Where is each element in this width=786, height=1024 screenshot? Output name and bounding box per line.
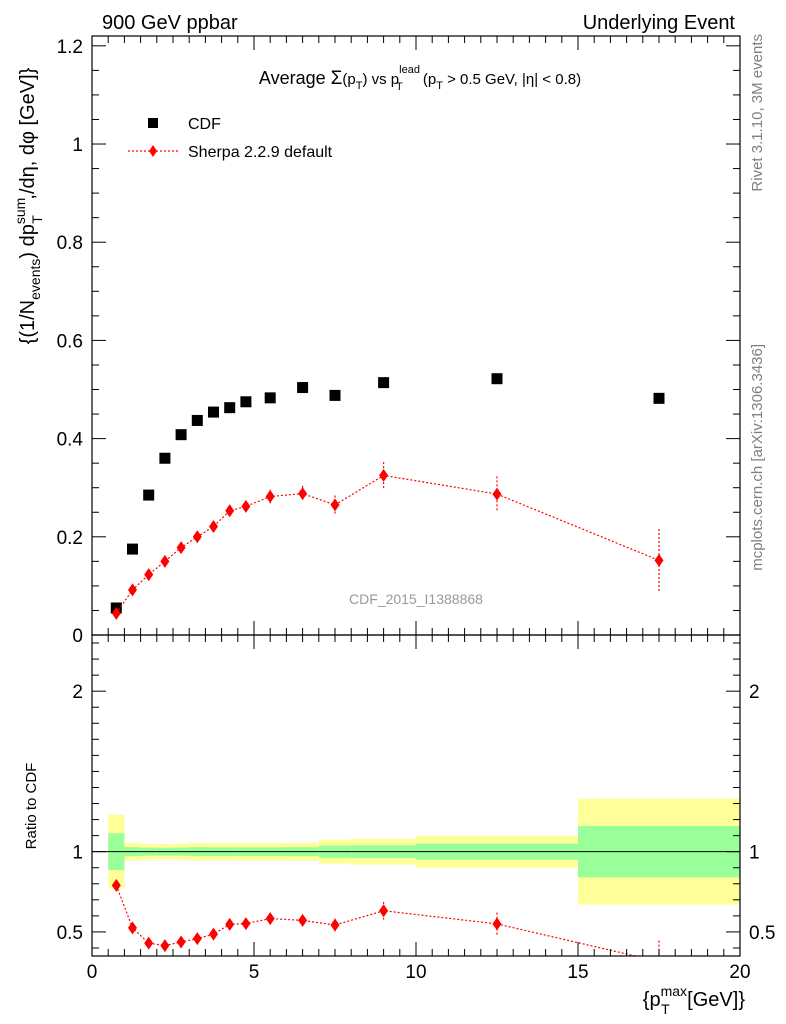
main-plot-series [110,373,665,620]
sherpa-point-12 [379,468,389,482]
tick-labels: 00.20.40.60.811.20.5 0.51 12 20 5 10 15 20 [57,37,776,983]
sherpa-point-8 [241,499,251,513]
main-y-tick-label: 1 [72,135,83,156]
main-y-tick-label: 0 [72,626,83,647]
main-title: Average Σ(pT) vs plead T (pT > 0.5 GeV, |… [259,64,581,93]
ratio-y-tick-label-left: 0.5 [57,923,83,944]
main-y-tick-label: 0.2 [57,528,83,549]
cdf-point-4 [175,429,187,441]
sherpa-point-1 [128,583,137,597]
sherpa-point-5 [192,530,202,544]
sherpa-point-6 [209,519,218,533]
sherpa-ratio-point-11 [330,918,340,932]
main-y-tick-label: 1.2 [57,37,83,58]
legend-sherpa-label: Sherpa 2.2.9 default [188,144,333,161]
ratio-plot-series [111,878,660,956]
main-y-tick-label: 0.6 [57,331,83,352]
axes-frames [91,35,741,957]
sherpa-point-0 [111,606,121,620]
sherpa-point-14 [654,553,664,567]
sherpa-point-9 [265,490,275,504]
header-left: 900 GeV ppbar [102,12,238,34]
cdf-point-7 [224,402,236,414]
ratio-ylabel: Ratio to CDF [23,763,40,850]
ratio-y-tick-label-right: 2 [749,682,760,703]
sherpa-point-4 [176,541,186,555]
ratio-y-tick-label-right: 0.5 [749,923,775,944]
x-axis-label: {pmax T [GeV]} [643,983,746,1017]
x-tick-label: 15 [567,962,588,983]
cdf-point-5 [191,414,203,426]
sherpa-point-13 [492,487,502,501]
cdf-point-14 [653,392,665,404]
main-ylabel: {(1/Nevents) dpsumT ,/dη, dφ [GeV]} [12,67,45,344]
header-right: Underlying Event [583,12,736,34]
x-tick-label: 0 [87,962,98,983]
ratio-frame [91,634,741,957]
sherpa-line [115,474,660,614]
sherpa-ratio-point-13 [492,917,502,931]
sherpa-point-2 [144,568,154,582]
cdf-point-8 [240,396,252,408]
ratio-y-tick-label-right: 1 [749,843,760,864]
mcplots-label: mcplots.cern.ch [arXiv:1306.3436] [749,344,766,571]
cdf-point-11 [329,389,341,401]
sherpa-ratio-point-0 [111,878,121,892]
sherpa-ratio-point-2 [144,936,154,950]
sherpa-ratio-point-6 [209,927,218,941]
sherpa-ratio-point-8 [241,917,251,931]
sherpa-ratio-point-14 [658,954,660,956]
cdf-point-6 [208,406,219,418]
sherpa-point-3 [160,554,170,568]
legend-sherpa-marker [149,145,157,157]
sherpa-ratio-point-1 [128,921,137,935]
cdf-point-12 [378,377,390,389]
x-tick-label: 10 [405,962,426,983]
sherpa-ratio-point-10 [298,913,308,927]
sherpa-ratio-point-7 [225,917,235,931]
cdf-point-13 [491,373,503,385]
cdf-point-9 [264,392,276,404]
sherpa-ratio-point-4 [176,935,186,949]
sherpa-ratio-point-12 [379,904,389,918]
sherpa-ratio-point-9 [265,912,275,926]
sherpa-point-7 [225,504,235,518]
sherpa-point-11 [330,498,340,512]
main-y-tick-label: 0.8 [57,233,83,254]
ratio-y-tick-label-left: 2 [72,682,83,703]
legend-cdf-marker [148,118,158,128]
cdf-point-1 [127,543,138,555]
cdf-point-2 [143,489,155,501]
sherpa-point-10 [298,487,308,501]
x-tick-label: 20 [729,962,750,983]
legend-cdf-label: CDF [188,116,221,133]
sherpa-ratio-point-5 [192,932,202,946]
sherpa-ratio-point-3 [160,939,170,953]
cdf-point-10 [297,382,309,394]
ratio-y-tick-label-left: 1 [72,843,83,864]
legend: CDF Sherpa 2.2.9 default [128,116,333,161]
main-y-tick-label: 0.4 [57,430,84,451]
cdf-point-3 [159,452,171,464]
rivet-label: Rivet 3.1.10, 3M events [749,34,766,192]
x-tick-label: 5 [249,962,260,983]
analysis-tag: CDF_2015_I1388868 [349,591,483,607]
